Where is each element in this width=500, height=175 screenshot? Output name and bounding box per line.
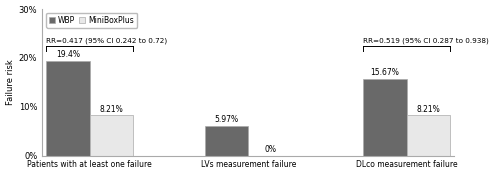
Bar (90, 116, 134, 156)
Text: 8.21%: 8.21% (417, 104, 440, 114)
Text: RR=0.519 (95% CI 0.287 to 0.938): RR=0.519 (95% CI 0.287 to 0.938) (363, 38, 489, 44)
Text: RR=0.417 (95% CI 0.242 to 0.72): RR=0.417 (95% CI 0.242 to 0.72) (46, 38, 168, 44)
Text: 5.97%: 5.97% (214, 116, 238, 124)
Bar (46, 61, 90, 156)
Bar (204, 126, 248, 156)
Text: 15.67%: 15.67% (370, 68, 400, 77)
Bar (407, 116, 451, 156)
Y-axis label: Failure risk: Failure risk (6, 60, 15, 105)
Text: 19.4%: 19.4% (56, 50, 80, 59)
Text: 8.21%: 8.21% (100, 104, 124, 114)
Text: 0%: 0% (264, 145, 276, 154)
Bar (363, 79, 407, 156)
Legend: WBP, MiniBoxPlus: WBP, MiniBoxPlus (46, 13, 138, 28)
